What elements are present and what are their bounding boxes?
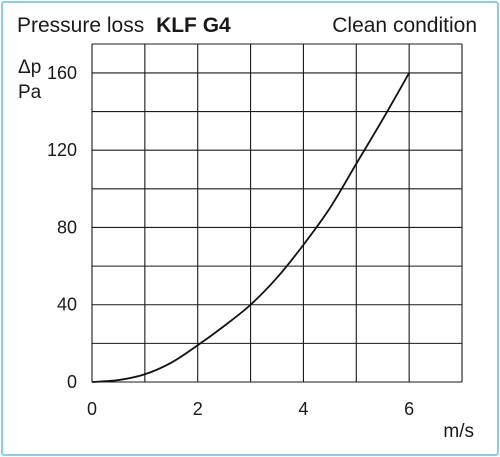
x-tick-label: 2 bbox=[193, 399, 203, 419]
y-axis-symbol: Δp bbox=[18, 57, 41, 78]
pressure-loss-curve bbox=[91, 72, 410, 383]
chart-title: Pressure loss KLF G4 bbox=[17, 14, 231, 37]
tick-labels: 0 2 4 6 0 40 80 120 160 bbox=[47, 63, 414, 419]
x-tick-label: 6 bbox=[404, 399, 414, 419]
title-prefix: Pressure loss bbox=[17, 14, 144, 37]
y-tick-label: 0 bbox=[67, 372, 77, 392]
chart-grid bbox=[91, 43, 463, 383]
y-axis-unit: Pa bbox=[18, 82, 42, 103]
y-tick-label: 80 bbox=[57, 217, 77, 237]
x-axis-label: m/s bbox=[443, 421, 474, 442]
x-tick-label: 0 bbox=[87, 399, 97, 419]
title-model: KLF G4 bbox=[156, 14, 231, 37]
y-tick-label: 160 bbox=[47, 63, 77, 83]
condition-label: Clean condition bbox=[332, 14, 477, 37]
x-tick-label: 4 bbox=[298, 399, 308, 419]
y-tick-label: 40 bbox=[57, 295, 77, 315]
y-tick-label: 120 bbox=[47, 140, 77, 160]
